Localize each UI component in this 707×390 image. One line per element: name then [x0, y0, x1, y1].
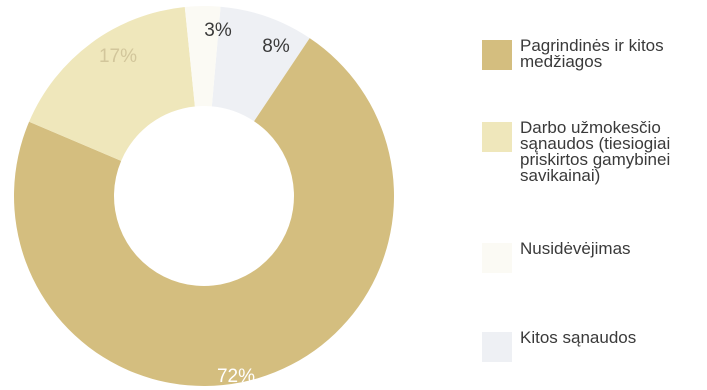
legend-label-other: Kitos sąnaudos [520, 328, 637, 347]
legend-label-materials: Pagrindinės ir kitos medžiagos [520, 36, 664, 71]
slice-materials [13, 38, 394, 387]
slice-label-labor: 17% [99, 46, 137, 67]
legend-swatch-materials [482, 40, 512, 70]
donut-chart-svg: 8% 72% 17% 3% [13, 5, 394, 387]
legend-item-labor: Darbo užmokesčio sąnaudos (tiesiogiai pr… [482, 118, 698, 185]
slice-other [211, 6, 310, 122]
slice-depreciation [184, 5, 221, 107]
slice-labor [29, 6, 195, 161]
legend-swatch-depreciation [482, 243, 512, 273]
legend-item-other: Kitos sąnaudos [482, 328, 698, 362]
slice-label-other: 8% [262, 36, 290, 57]
donut-chart: 8% 72% 17% 3% [13, 5, 394, 387]
slice-label-depreciation: 3% [204, 20, 232, 41]
legend-label-depreciation: Nusidėvėjimas [520, 239, 631, 258]
slice-label-materials: 72% [217, 366, 255, 387]
legend-swatch-labor [482, 122, 512, 152]
legend-item-materials: Pagrindinės ir kitos medžiagos [482, 36, 698, 71]
legend-label-labor: Darbo užmokesčio sąnaudos (tiesiogiai pr… [520, 118, 671, 185]
legend-swatch-other [482, 332, 512, 362]
legend-item-depreciation: Nusidėvėjimas [482, 239, 698, 273]
